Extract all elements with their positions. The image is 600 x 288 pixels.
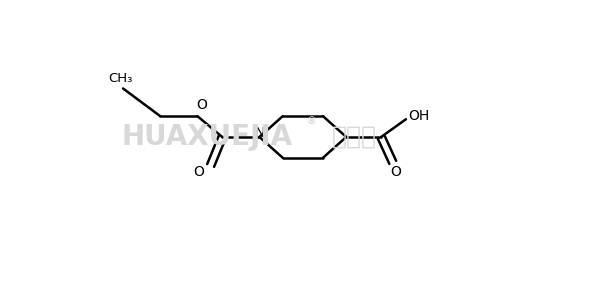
- Text: O: O: [197, 98, 208, 112]
- Text: O: O: [194, 165, 205, 179]
- Text: N: N: [254, 126, 265, 140]
- Text: OH: OH: [409, 109, 430, 123]
- Text: 化学加: 化学加: [331, 125, 377, 149]
- Text: HUAXUEJIA: HUAXUEJIA: [121, 123, 292, 151]
- Text: ®: ®: [307, 117, 316, 126]
- Text: O: O: [391, 165, 401, 179]
- Text: CH₃: CH₃: [108, 72, 132, 85]
